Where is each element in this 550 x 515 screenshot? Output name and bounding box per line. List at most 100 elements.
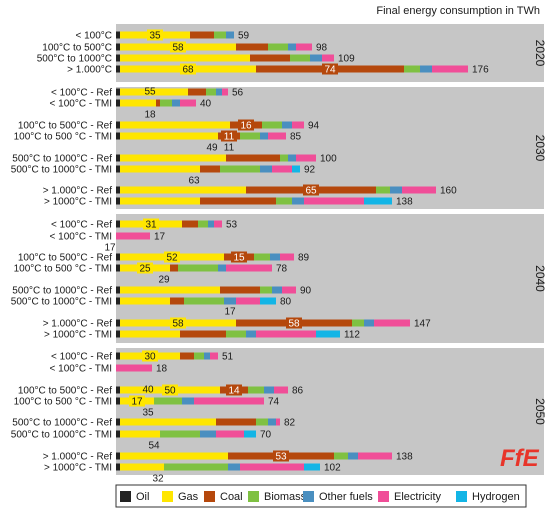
bar-segment-biomass — [164, 463, 228, 471]
bar-segment-biomass — [226, 330, 246, 338]
legend-label: Oil — [136, 491, 149, 503]
bar-segment-coal — [180, 330, 226, 338]
total-value-label: 90 — [300, 286, 312, 297]
bar-segment-gas — [120, 99, 156, 107]
segment-value-label: 30 — [144, 352, 156, 363]
total-value-label: 17 — [154, 232, 166, 243]
bar-segment-coal — [226, 154, 280, 162]
bar-segment-biomass — [256, 418, 268, 426]
value-label-bg — [129, 395, 145, 407]
total-value-label: 82 — [284, 418, 296, 429]
annotation-label: 32 — [152, 474, 164, 485]
bar-segment-coal — [190, 31, 214, 39]
bar-segment-electricity — [240, 463, 304, 471]
total-value-label: 86 — [292, 386, 304, 397]
total-value-label: 70 — [260, 430, 272, 441]
bar-segment-electricity — [268, 132, 286, 140]
value-label-bg — [147, 29, 163, 41]
total-value-label: 102 — [324, 463, 341, 474]
chart-title: Final energy consumption in TWh — [376, 5, 540, 17]
bar-segment-coal — [180, 352, 194, 360]
total-value-label: 78 — [276, 264, 288, 275]
segment-value-label: 58 — [172, 43, 184, 54]
bar-segment-oil — [116, 463, 120, 471]
bar-segment-electricity — [282, 286, 296, 294]
total-value-label: 92 — [304, 165, 316, 176]
bar-segment-biomass — [184, 297, 224, 305]
bar-segment-biomass — [160, 99, 172, 107]
year-label-2040: 2040 — [533, 265, 547, 292]
bar-segment-other-fuels — [390, 186, 402, 194]
bar-segment-electricity — [216, 430, 244, 438]
bar-segment-hydrogen — [364, 197, 392, 205]
bar-segment-oil — [116, 154, 120, 162]
bar-segment-other-fuels — [172, 99, 180, 107]
bar-segment-gas — [120, 297, 170, 305]
bar-segment-electricity — [116, 232, 150, 240]
total-value-label: 176 — [472, 65, 489, 76]
bar-segment-electricity — [432, 65, 468, 73]
row-label: > 1.000°C — [67, 65, 112, 76]
legend-label: Gas — [178, 491, 199, 503]
total-value-label: 147 — [414, 319, 431, 330]
segment-value-label: 68 — [182, 65, 194, 76]
bars: < 100°C 35 59 100°C to 500°C 58 98 500°C to 10… — [11, 29, 489, 485]
bar-segment-oil — [116, 88, 120, 96]
bar-segment-oil — [116, 121, 120, 129]
annotation-label: 49 — [206, 143, 218, 154]
total-value-label: 138 — [396, 197, 413, 208]
total-value-label: 18 — [156, 364, 168, 375]
annotation-label: 18 — [144, 110, 156, 121]
bar-segment-gas — [120, 186, 246, 194]
bar-segment-biomass — [248, 386, 264, 394]
bar-segment-other-fuels — [348, 452, 358, 460]
bar-segment-coal — [188, 88, 206, 96]
total-value-label: 51 — [222, 352, 234, 363]
bar-segment-electricity — [272, 165, 292, 173]
bar-segment-oil — [116, 132, 120, 140]
bar-segment-electricity — [304, 197, 364, 205]
legend-swatch-hydrogen — [456, 491, 467, 502]
bar-segment-other-fuels — [218, 264, 226, 272]
bar-segment-oil — [116, 253, 120, 261]
legend-box — [115, 484, 527, 508]
value-label-bg — [231, 251, 247, 263]
legend-label: Biomass — [264, 491, 307, 503]
row-label: 500°C to 1000°C - Ref — [12, 154, 112, 165]
bar-segment-gas — [120, 121, 230, 129]
bar-segment-biomass — [334, 452, 348, 460]
legend-label: Coal — [220, 491, 243, 503]
bar-segment-oil — [116, 452, 120, 460]
segment-value-label: 65 — [305, 186, 317, 197]
bar-segment-other-fuels — [270, 253, 280, 261]
bar-segment-electricity — [292, 121, 304, 129]
bar-segment-coal — [200, 197, 276, 205]
bar-segment-oil — [116, 31, 120, 39]
bar-segment-gas — [120, 463, 164, 471]
bar-segment-hydrogen — [244, 430, 256, 438]
segment-value-label: 35 — [149, 31, 161, 42]
value-label-bg — [142, 350, 158, 362]
value-label-bg — [286, 317, 302, 329]
annotation-label: 55 — [144, 87, 156, 98]
bar-segment-electricity — [214, 220, 222, 228]
row-label: < 100°C - Ref — [51, 88, 112, 99]
bar-segment-oil — [116, 65, 120, 73]
row-label: 500°C to 1000°C — [37, 54, 112, 65]
bar-segment-electricity — [276, 418, 280, 426]
total-value-label: 85 — [290, 132, 302, 143]
value-label-bg — [226, 384, 242, 396]
bar-segment-oil — [116, 319, 120, 327]
bar-segment-biomass — [206, 88, 216, 96]
segment-value-label: 15 — [233, 253, 245, 264]
value-label-bg — [221, 130, 237, 142]
bar-segment-electricity — [322, 54, 334, 62]
ffe-logo: FfE — [500, 445, 540, 472]
total-value-label: 56 — [232, 88, 244, 99]
row-label: > 1.000°C - Ref — [43, 452, 113, 463]
bar-segment-oil — [116, 186, 120, 194]
bar-segment-other-fuels — [182, 397, 194, 405]
value-label-bg — [162, 384, 178, 396]
bar-segment-gas — [120, 452, 228, 460]
